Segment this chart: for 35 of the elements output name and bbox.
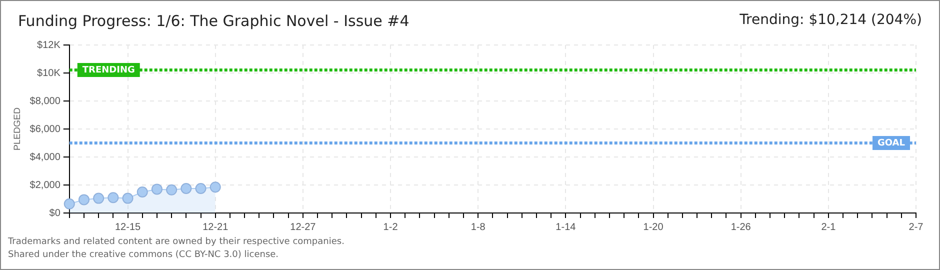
point bbox=[151, 184, 162, 195]
x-tick-label: 1-2 bbox=[383, 222, 398, 233]
y-tick-label: $6,000 bbox=[30, 124, 61, 135]
point bbox=[93, 192, 104, 204]
point bbox=[180, 183, 192, 194]
x-tick-label: 1-26 bbox=[730, 222, 752, 233]
x-tick-label: 1-8 bbox=[470, 222, 486, 233]
text: Trademarks and related content are owned by their respective companies. bbox=[8, 237, 344, 247]
x-tick-label: 1-20 bbox=[643, 222, 664, 233]
chart-subtitle: Trending: $10,214 (204%) bbox=[740, 12, 922, 28]
point bbox=[122, 192, 134, 204]
ref-line-label: GOAL bbox=[878, 138, 906, 148]
point bbox=[64, 198, 75, 210]
y-axis-title: PLEDGED bbox=[12, 106, 22, 151]
x-tick-label: 12-21 bbox=[202, 222, 229, 233]
y-tick-label: $8,000 bbox=[30, 96, 61, 107]
y-tick-label: $10K bbox=[37, 68, 61, 79]
y-tick-label: $4,000 bbox=[30, 152, 61, 163]
chart-title: Funding Progress: 1/6: The Graphic Novel - Issue #4 bbox=[18, 12, 410, 30]
text: Shared under the creative commons (CC BY-NC 3.0) license. bbox=[8, 250, 279, 260]
x-tick-label: 2-7 bbox=[908, 222, 924, 233]
x-tick-label: 12-27 bbox=[290, 222, 316, 233]
point bbox=[108, 192, 119, 204]
point bbox=[195, 183, 206, 194]
y-tick-label: $2,000 bbox=[30, 180, 61, 191]
x-tick-label: 2-1 bbox=[821, 222, 836, 233]
ref-line-label: TRENDING bbox=[82, 65, 135, 76]
point bbox=[78, 194, 90, 206]
point bbox=[166, 184, 178, 196]
y-tick-label: $12K bbox=[37, 40, 61, 51]
x-tick-label: 1-14 bbox=[556, 222, 576, 233]
point bbox=[210, 182, 221, 193]
x-tick-label: 12-15 bbox=[114, 222, 141, 233]
y-tick-label: $0 bbox=[49, 208, 61, 219]
point bbox=[136, 186, 148, 198]
